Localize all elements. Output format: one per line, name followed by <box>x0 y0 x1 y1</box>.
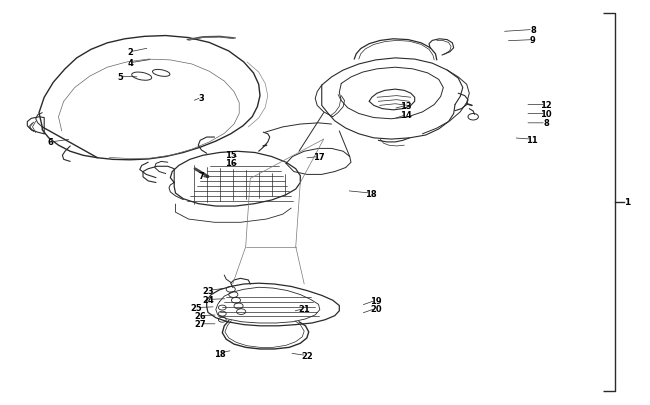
Text: 8: 8 <box>543 119 549 128</box>
Text: 18: 18 <box>365 189 376 198</box>
Text: 18: 18 <box>214 349 226 358</box>
Text: 11: 11 <box>526 135 538 144</box>
Text: 21: 21 <box>298 304 310 313</box>
Text: 10: 10 <box>540 110 552 119</box>
Text: 13: 13 <box>400 102 412 111</box>
Text: 7: 7 <box>199 172 204 181</box>
Text: 17: 17 <box>313 153 324 162</box>
Text: 4: 4 <box>127 59 133 68</box>
Text: 3: 3 <box>199 94 204 102</box>
Text: 1: 1 <box>624 198 630 207</box>
Text: 6: 6 <box>47 138 54 147</box>
Text: 19: 19 <box>370 296 382 305</box>
Text: 27: 27 <box>194 320 206 328</box>
Text: 24: 24 <box>202 295 214 304</box>
Text: 20: 20 <box>370 304 382 313</box>
Text: 5: 5 <box>117 72 124 81</box>
Text: 15: 15 <box>225 150 237 159</box>
Text: 9: 9 <box>530 36 536 45</box>
Text: 25: 25 <box>190 303 202 312</box>
Text: 23: 23 <box>202 286 214 295</box>
Text: 8: 8 <box>530 26 536 35</box>
Text: 16: 16 <box>225 158 237 167</box>
Text: 2: 2 <box>127 48 133 57</box>
Text: 12: 12 <box>540 101 552 110</box>
Text: 26: 26 <box>194 311 206 320</box>
Text: 14: 14 <box>400 111 412 120</box>
Text: 22: 22 <box>301 351 313 360</box>
